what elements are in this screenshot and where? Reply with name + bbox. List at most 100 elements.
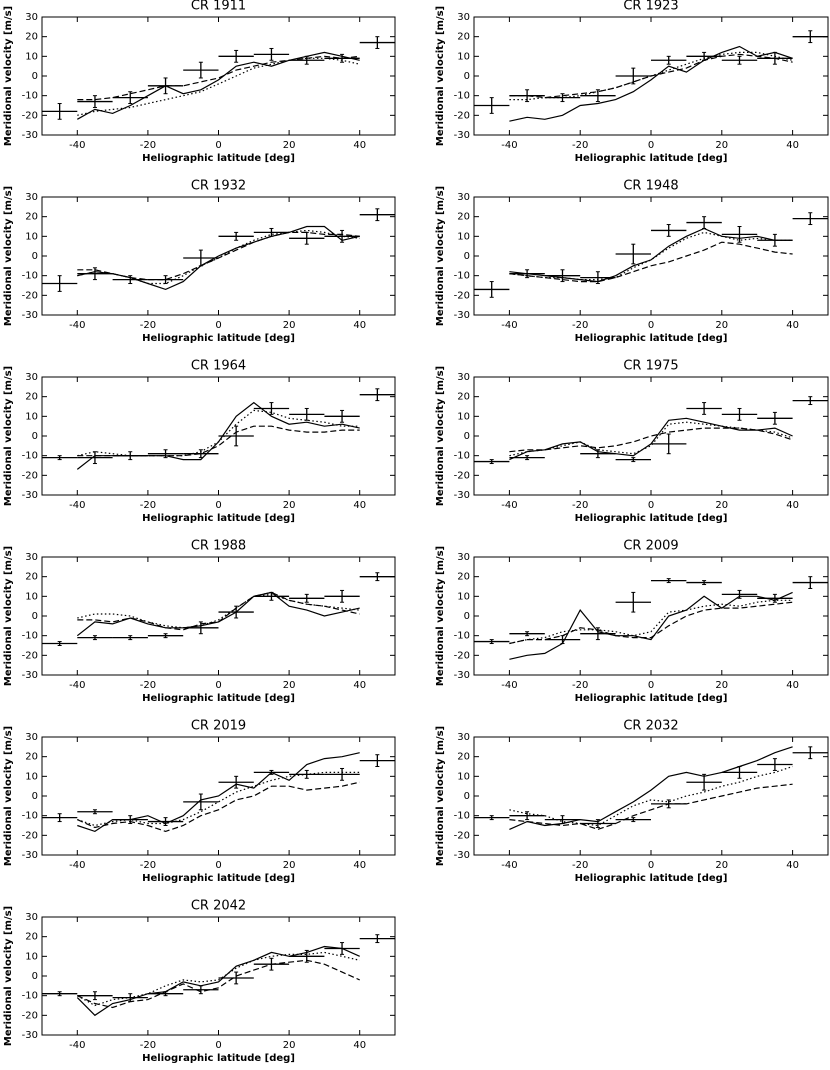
x-tick-label: -20 — [572, 680, 588, 691]
x-tick-label: 40 — [786, 320, 799, 331]
y-tick-label: -20 — [454, 830, 470, 841]
x-tick-label: 0 — [648, 320, 654, 331]
y-tick-label: 20 — [457, 752, 470, 763]
y-tick-label: 10 — [25, 591, 38, 602]
x-tick-label: -20 — [140, 320, 156, 331]
y-axis-label: Meridional velocity [m/s] — [3, 6, 14, 146]
y-tick-label: 20 — [25, 932, 38, 943]
x-tick-label: 40 — [353, 500, 366, 511]
x-tick-label: 20 — [283, 680, 296, 691]
y-tick-label: -10 — [22, 811, 38, 822]
x-axis-label: Heliographic latitude [deg] — [575, 153, 728, 164]
y-tick-label: 30 — [25, 12, 38, 23]
x-tick-label: -40 — [501, 680, 517, 691]
velocity-line — [509, 427, 793, 453]
velocity-line — [509, 421, 793, 457]
y-tick-label: 30 — [25, 732, 38, 743]
velocity-line — [77, 771, 360, 827]
y-tick-label: 20 — [457, 392, 470, 403]
x-tick-label: 20 — [283, 1040, 296, 1051]
velocity-line — [509, 601, 793, 645]
panel: CR 1964 Heliographic latitude [deg] Meridi… — [3, 359, 396, 524]
y-tick-label: 30 — [25, 192, 38, 203]
x-axis-label: Heliographic latitude [deg] — [575, 513, 728, 524]
panel: CR 1975 Heliographic latitude [deg] Meridi… — [435, 359, 829, 524]
panel: CR 2032 Heliographic latitude [deg] Meridi… — [435, 719, 829, 884]
x-tick-label: 0 — [215, 320, 221, 331]
x-tick-label: -40 — [69, 860, 85, 871]
y-tick-label: -30 — [22, 1030, 38, 1041]
x-tick-label: -20 — [140, 1040, 156, 1051]
velocity-line — [77, 781, 360, 833]
y-tick-label: -20 — [454, 470, 470, 481]
x-tick-label: 20 — [283, 860, 296, 871]
y-axis-label: Meridional velocity [m/s] — [435, 546, 446, 686]
panel-title: CR 2042 — [191, 899, 246, 914]
y-tick-label: 0 — [32, 431, 38, 442]
plot-frame — [41, 556, 396, 676]
y-tick-label: -10 — [22, 991, 38, 1002]
x-axis-label: Heliographic latitude [deg] — [142, 1053, 295, 1064]
y-axis-label: Meridional velocity [m/s] — [435, 6, 446, 146]
y-tick-label: -20 — [454, 110, 470, 121]
velocity-line — [77, 57, 360, 116]
y-axis-label: Meridional velocity [m/s] — [3, 546, 14, 686]
x-tick-label: 20 — [715, 320, 728, 331]
x-tick-label: 40 — [786, 140, 799, 151]
x-tick-label: 0 — [648, 680, 654, 691]
y-tick-label: -30 — [22, 490, 38, 501]
x-tick-label: 0 — [215, 500, 221, 511]
x-tick-label: 20 — [283, 500, 296, 511]
velocity-line — [509, 765, 793, 827]
y-tick-label: 0 — [464, 251, 470, 262]
y-tick-label: -30 — [454, 490, 470, 501]
panel: CR 1923 Heliographic latitude [deg] Meridi… — [435, 0, 829, 164]
y-axis-label: Meridional velocity [m/s] — [3, 726, 14, 866]
y-axis-label: Meridional velocity [m/s] — [3, 366, 14, 506]
x-tick-label: 0 — [648, 860, 654, 871]
y-tick-label: -10 — [454, 271, 470, 282]
panel: CR 2019 Heliographic latitude [deg] Meridi… — [3, 719, 396, 884]
panel: CR 1932 Heliographic latitude [deg] Meridi… — [3, 179, 396, 344]
velocity-line — [77, 959, 360, 1009]
x-tick-label: -40 — [69, 680, 85, 691]
x-axis-label: Heliographic latitude [deg] — [142, 513, 295, 524]
x-axis-label: Heliographic latitude [deg] — [142, 333, 295, 344]
y-tick-label: 10 — [25, 231, 38, 242]
plot-frame — [473, 556, 829, 676]
y-tick-label: -30 — [22, 130, 38, 141]
panel: CR 2042 Heliographic latitude [deg] Meridi… — [3, 899, 396, 1064]
y-tick-label: 20 — [25, 32, 38, 43]
y-tick-label: -20 — [22, 830, 38, 841]
y-axis-label: Meridional velocity [m/s] — [435, 186, 446, 326]
panel: CR 2009 Heliographic latitude [deg] Meridi… — [435, 539, 829, 704]
x-tick-label: -40 — [69, 140, 85, 151]
x-axis-label: Heliographic latitude [deg] — [575, 873, 728, 884]
y-tick-label: -10 — [454, 631, 470, 642]
velocity-line — [76, 945, 360, 1017]
x-tick-label: -40 — [69, 500, 85, 511]
velocity-line — [509, 417, 793, 461]
x-tick-label: 40 — [353, 860, 366, 871]
x-tick-label: 40 — [353, 1040, 366, 1051]
y-tick-label: 10 — [25, 951, 38, 962]
y-axis-label: Meridional velocity [m/s] — [3, 186, 14, 326]
y-tick-label: 10 — [457, 51, 470, 62]
x-tick-label: -20 — [140, 860, 156, 871]
y-tick-label: -20 — [22, 650, 38, 661]
y-tick-label: 20 — [457, 212, 470, 223]
y-axis-label: Meridional velocity [m/s] — [3, 906, 14, 1046]
velocity-line — [77, 591, 360, 631]
velocity-line — [77, 951, 360, 1007]
y-tick-label: 0 — [464, 71, 470, 82]
panel: CR 1911 Heliographic latitude [deg] Meridi… — [3, 0, 396, 164]
x-tick-label: 40 — [353, 140, 366, 151]
y-tick-label: -10 — [22, 631, 38, 642]
plot-frame — [473, 376, 829, 496]
y-tick-label: 10 — [457, 411, 470, 422]
y-tick-label: 30 — [25, 552, 38, 563]
velocity-line — [509, 783, 793, 831]
velocity-line — [77, 593, 360, 629]
velocity-line — [509, 241, 793, 283]
